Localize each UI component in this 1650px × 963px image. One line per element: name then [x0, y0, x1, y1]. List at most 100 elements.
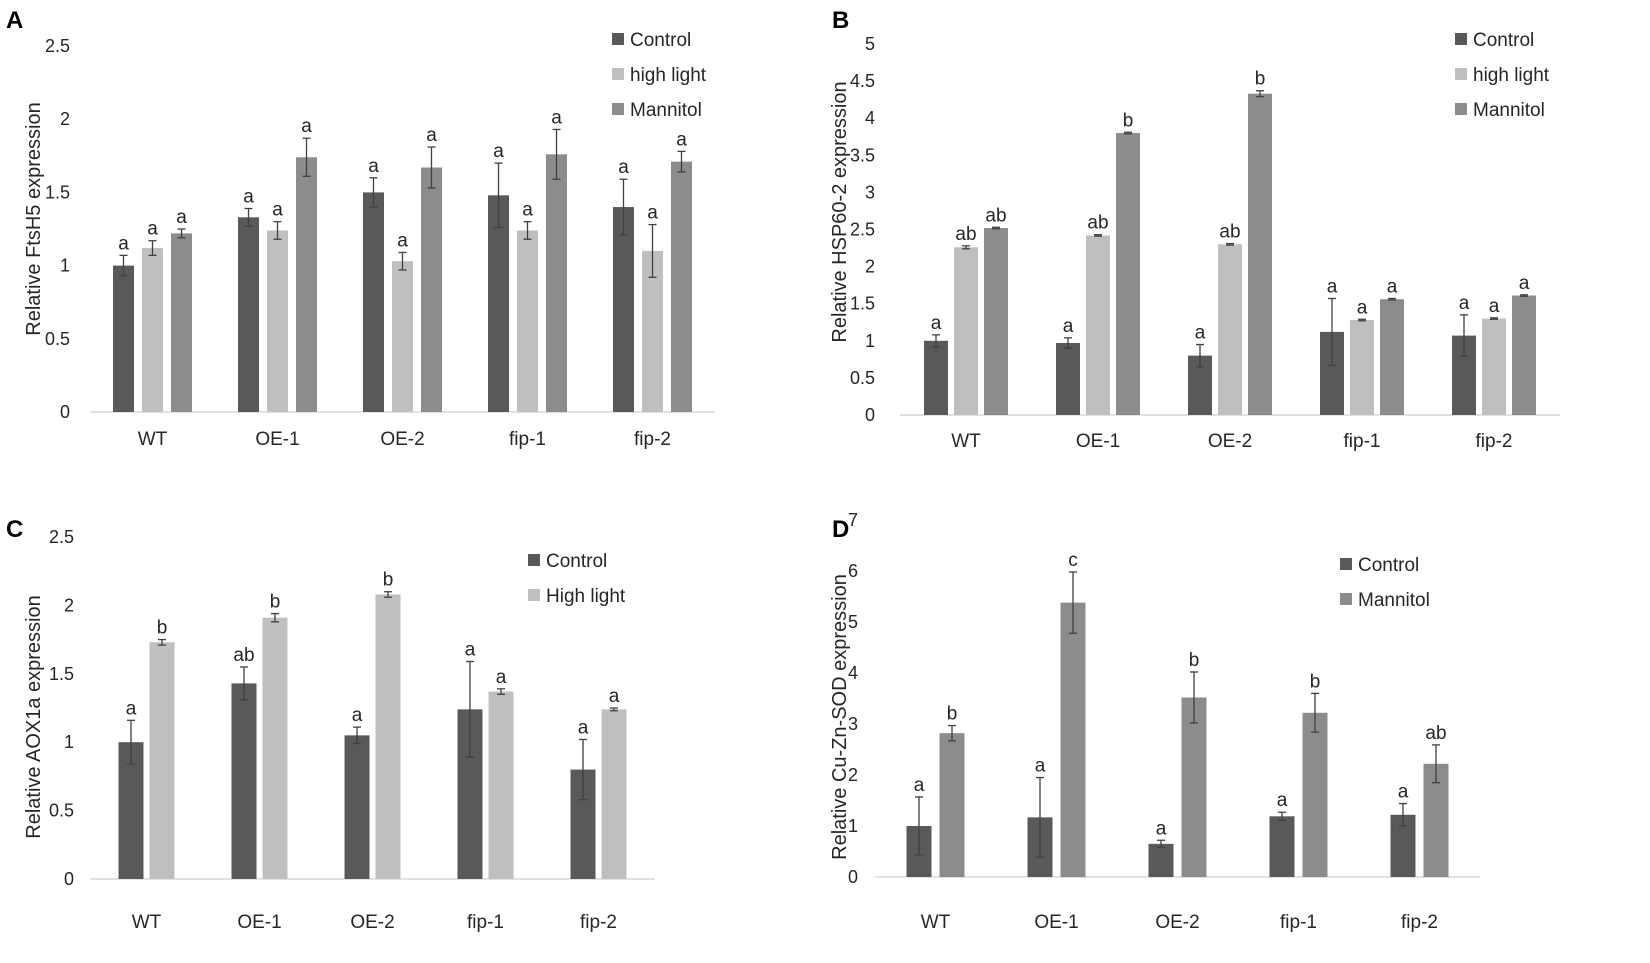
y-tick-label: 0	[64, 869, 74, 889]
y-tick-label: 4	[865, 108, 875, 128]
bar-high-light	[392, 261, 413, 412]
significance-label: ab	[955, 224, 976, 245]
panel-b: B 0 0.5 1 1.5 2 2.5 3 3.5 4 4.5 5 Relative HSP60-2 …	[829, 7, 1560, 452]
bar-high-light	[601, 709, 627, 879]
y-tick-label: 2	[848, 765, 858, 785]
legend-label: Control	[1473, 30, 1534, 51]
panel-b-letter: B	[832, 7, 849, 34]
bar-mannitol	[1512, 295, 1536, 415]
panel-d-letter: D	[832, 516, 849, 543]
significance-label: a	[118, 233, 129, 254]
significance-label: a	[1387, 277, 1398, 298]
bar-control	[113, 265, 134, 412]
x-tick-label: fip-1	[1280, 912, 1317, 933]
x-tick-label: fip-1	[509, 429, 546, 450]
y-tick-label: 1	[865, 331, 875, 351]
significance-label: a	[176, 207, 187, 228]
bar-mannitol	[546, 154, 567, 412]
significance-label: a	[1277, 790, 1288, 811]
y-tick-label: 4.5	[850, 71, 875, 91]
bar-high-light	[954, 247, 978, 415]
x-tick-label: fip-2	[634, 429, 671, 450]
bar-mannitol	[171, 233, 192, 412]
bar-control	[924, 340, 948, 415]
significance-label: a	[1398, 782, 1409, 803]
legend-swatch	[528, 554, 540, 566]
significance-label: a	[465, 639, 476, 660]
bar-high-light	[642, 250, 663, 412]
bar-control	[1269, 816, 1295, 877]
legend-swatch	[1455, 103, 1467, 115]
significance-label: a	[609, 686, 620, 707]
significance-label: a	[522, 200, 533, 221]
y-tick-label: 1.5	[49, 664, 74, 684]
bar-control	[231, 683, 257, 879]
y-tick-label: 2	[60, 109, 70, 129]
legend-label: Mannitol	[630, 100, 702, 121]
legend-label: Control	[630, 30, 691, 51]
x-tick-label: fip-2	[1476, 431, 1513, 452]
bar-mannitol	[1380, 299, 1404, 415]
significance-label: a	[1327, 277, 1338, 298]
significance-label: a	[243, 187, 254, 208]
bar-high-light	[375, 594, 401, 879]
y-axis-label: Relative AOX1a expression	[23, 595, 45, 838]
significance-label: a	[1489, 296, 1500, 317]
panel-a-letter: A	[6, 7, 23, 34]
bar-high-light	[488, 691, 514, 879]
y-tick-label: 1	[64, 732, 74, 752]
panel-c: C 0 0.5 1 1.5 2 2.5 Relative AOX1a expression a…	[6, 516, 655, 933]
significance-label: a	[496, 667, 507, 688]
y-tick-label: 0.5	[45, 329, 70, 349]
x-tick-label: OE-1	[1076, 431, 1120, 452]
bar-control	[488, 195, 509, 412]
significance-label: a	[1459, 293, 1470, 314]
significance-label: b	[1123, 110, 1134, 131]
x-tick-label: OE-1	[1034, 912, 1078, 933]
significance-label: a	[1519, 273, 1530, 294]
legend-swatch	[1340, 558, 1352, 570]
y-tick-label: 5	[865, 34, 875, 54]
bar-mannitol	[1181, 697, 1207, 877]
legend-label: Control	[1358, 555, 1419, 576]
significance-label: ab	[233, 645, 254, 666]
significance-label: b	[157, 618, 168, 639]
x-tick-label: fip-2	[580, 912, 617, 933]
bar-mannitol	[421, 167, 442, 412]
y-axis-label: Relative HSP60-2 expression	[829, 81, 851, 342]
significance-label: a	[618, 157, 629, 178]
bar-control	[1148, 843, 1174, 877]
bar-high-light	[149, 642, 175, 879]
bar-control	[613, 207, 634, 412]
significance-label: c	[1068, 550, 1078, 571]
bar-mannitol	[939, 733, 965, 877]
x-tick-label: WT	[921, 912, 951, 933]
significance-label: a	[1156, 818, 1167, 839]
y-tick-label: 0	[848, 867, 858, 887]
x-tick-label: fip-1	[1344, 431, 1381, 452]
significance-label: b	[1189, 650, 1200, 671]
y-tick-label: 2.5	[45, 36, 70, 56]
bar-mannitol	[1248, 93, 1272, 416]
significance-label: b	[270, 592, 281, 613]
y-tick-label: 1.5	[850, 294, 875, 314]
x-tick-label: OE-2	[1208, 431, 1252, 452]
significance-label: a	[931, 313, 942, 334]
y-tick-label: 0.5	[49, 801, 74, 821]
legend-swatch	[528, 589, 540, 601]
y-tick-label: 0	[865, 405, 875, 425]
bar-high-light	[1482, 318, 1506, 415]
bar-control	[363, 192, 384, 412]
bar-mannitol	[1302, 712, 1328, 877]
panel-d: D 0 1 2 3 4 5 6 7 Relative Cu-Zn-SOD expression a…	[829, 510, 1480, 933]
significance-label: a	[272, 200, 283, 221]
legend-swatch	[612, 33, 624, 45]
bar-mannitol	[296, 157, 317, 412]
bar-high-light	[267, 230, 288, 412]
significance-label: a	[426, 125, 437, 146]
x-tick-label: WT	[951, 431, 981, 452]
significance-label: a	[1035, 756, 1046, 777]
bar-mannitol	[671, 161, 692, 412]
significance-label: a	[1195, 323, 1206, 344]
